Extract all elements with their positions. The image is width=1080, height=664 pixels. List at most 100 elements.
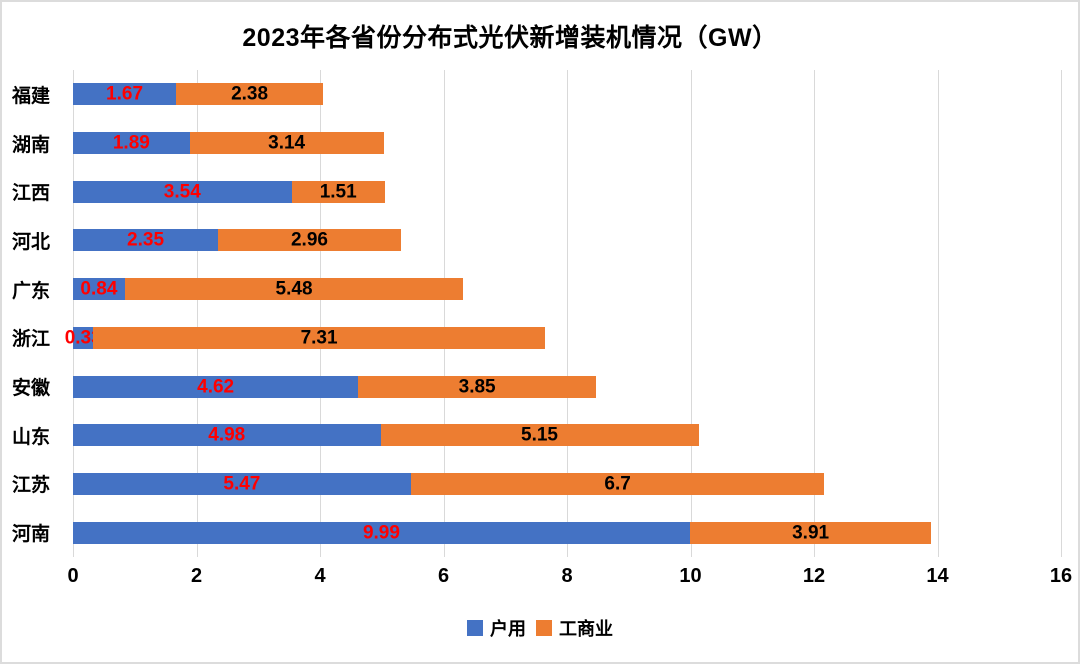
x-tick-label: 0	[67, 565, 79, 587]
gridline	[1061, 70, 1062, 557]
legend-label: 工商业	[559, 619, 613, 639]
bar-segment: 2.35	[73, 229, 219, 252]
data-label: 1.89	[112, 132, 150, 154]
data-label: 5.15	[521, 424, 558, 446]
data-label: 5.48	[275, 278, 313, 300]
legend-item: 工商业	[536, 615, 613, 641]
legend-label: 户用	[490, 619, 526, 639]
gridline	[443, 70, 445, 557]
x-tick-label: 16	[1049, 565, 1073, 587]
bar-row: 1.89 3.14	[73, 119, 1061, 168]
data-label: 7.31	[300, 327, 338, 349]
bar-row: 2.35 2.96	[73, 216, 1061, 265]
stacked-bar: 5.47 6.7	[73, 472, 1061, 495]
data-label: 2.96	[290, 229, 328, 251]
stacked-bar: 9.99 3.91	[73, 521, 1061, 544]
category-label: 广东	[12, 280, 51, 302]
bar-segment: 4.98	[73, 424, 381, 447]
bar-row: 9.99 3.91	[73, 508, 1061, 557]
bar-segment: 9.99	[73, 521, 690, 544]
stacked-bar: 0.84 5.48	[73, 278, 1061, 301]
bar-segment: 1.67	[73, 83, 177, 106]
x-tick-label: 14	[926, 565, 949, 587]
legend-swatch-icon	[536, 620, 552, 636]
chart-title: 2023年各省份分布式光伏新增装机情况（GW）	[242, 24, 778, 52]
gridline	[73, 70, 74, 557]
category-label: 江西	[12, 183, 51, 205]
gridline	[814, 70, 815, 557]
category-label: 山东	[12, 426, 51, 448]
stacked-bar: 2.35 2.96	[73, 229, 1061, 252]
x-tick-label: 8	[561, 565, 573, 587]
bar-segment: 2.96	[218, 229, 401, 252]
gridline	[320, 70, 321, 557]
category-axis: 福建湖南江西河北广东浙江安徽山东江苏河南	[2, 70, 68, 557]
gridline	[196, 70, 198, 557]
x-tick-label: 2	[190, 565, 203, 587]
stacked-bar: 1.89 3.14	[73, 132, 1061, 155]
data-label: 2.35	[127, 229, 165, 251]
data-label: 5.47	[223, 473, 261, 495]
category-label: 福建	[12, 85, 51, 107]
stacked-bar: 0.33 7.31	[65, 326, 1061, 349]
data-label: 0.84	[80, 278, 118, 300]
bar-row: 3.54 1.51	[73, 167, 1061, 216]
bar-segment: 2.38	[176, 83, 324, 106]
data-label: 1.67	[106, 83, 144, 105]
x-tick-label: 10	[679, 565, 702, 587]
bar-segment: 5.15	[380, 424, 699, 447]
bar-segment: 0.33	[65, 326, 102, 349]
data-label: 3.85	[458, 376, 496, 398]
bar-segment: 3.54	[73, 180, 292, 203]
data-label: 4.98	[208, 424, 246, 446]
bar-segment: 5.47	[73, 472, 411, 495]
data-label: 3.54	[163, 181, 201, 203]
bar-segment: 3.14	[189, 132, 384, 155]
bar-segment: 4.62	[73, 375, 359, 398]
bar-row: 0.33 7.31	[65, 314, 1061, 363]
bar-row: 4.62 3.85	[73, 362, 1061, 411]
category-label: 安徽	[12, 378, 51, 400]
data-label: 6.7	[604, 473, 631, 495]
bar-segment: 6.7	[410, 472, 825, 495]
x-tick-label: 6	[437, 565, 450, 587]
gridline	[567, 70, 568, 557]
data-label: 3.91	[792, 522, 830, 544]
stacked-bar: 3.54 1.51	[73, 180, 1061, 203]
data-label: 3.14	[268, 132, 306, 154]
stacked-bar: 4.62 3.85	[73, 375, 1061, 398]
category-label: 湖南	[12, 134, 51, 156]
bar-segment: 3.91	[689, 521, 932, 544]
bar-row: 5.47 6.7	[73, 460, 1061, 509]
bar-segment: 0.84	[73, 278, 125, 301]
bar-segment: 3.85	[358, 375, 597, 398]
gridline	[937, 70, 939, 557]
stacked-bar: 4.98 5.15	[73, 424, 1061, 447]
bar-segment: 1.89	[73, 132, 190, 155]
category-label: 浙江	[12, 329, 51, 351]
x-tick-label: 12	[802, 565, 826, 587]
category-label: 河北	[12, 231, 51, 253]
bar-segment: 7.31	[93, 326, 545, 349]
data-label: 0.33	[64, 327, 102, 349]
legend-item: 户用	[467, 615, 526, 641]
bar-segment: 5.48	[124, 278, 464, 301]
legend-swatch-icon	[467, 620, 483, 636]
bar-row: 0.84 5.48	[73, 265, 1061, 314]
data-label: 4.62	[197, 376, 235, 398]
gridline	[690, 70, 692, 557]
category-label: 江苏	[12, 475, 51, 497]
value-axis: 0 2 4 6 8 10 12 14 16	[67, 564, 1072, 590]
bars-layer: 1.67 2.38 1.89 3.14 3.54 1.51 2.35 2.96 0.84 5.48…	[65, 70, 1061, 557]
bar-segment: 1.51	[291, 180, 385, 203]
category-label: 河南	[12, 524, 51, 546]
x-tick-label: 4	[314, 565, 326, 587]
stacked-bar: 1.67 2.38	[73, 83, 1061, 106]
data-label: 9.99	[362, 522, 400, 544]
data-label: 1.51	[319, 181, 357, 203]
plot-area: 1.67 2.38 1.89 3.14 3.54 1.51 2.35 2.96 0.84 5.48…	[65, 70, 1062, 557]
data-label: 2.38	[231, 83, 269, 105]
bar-row: 4.98 5.15	[73, 411, 1061, 460]
bar-row: 1.67 2.38	[73, 70, 1061, 119]
